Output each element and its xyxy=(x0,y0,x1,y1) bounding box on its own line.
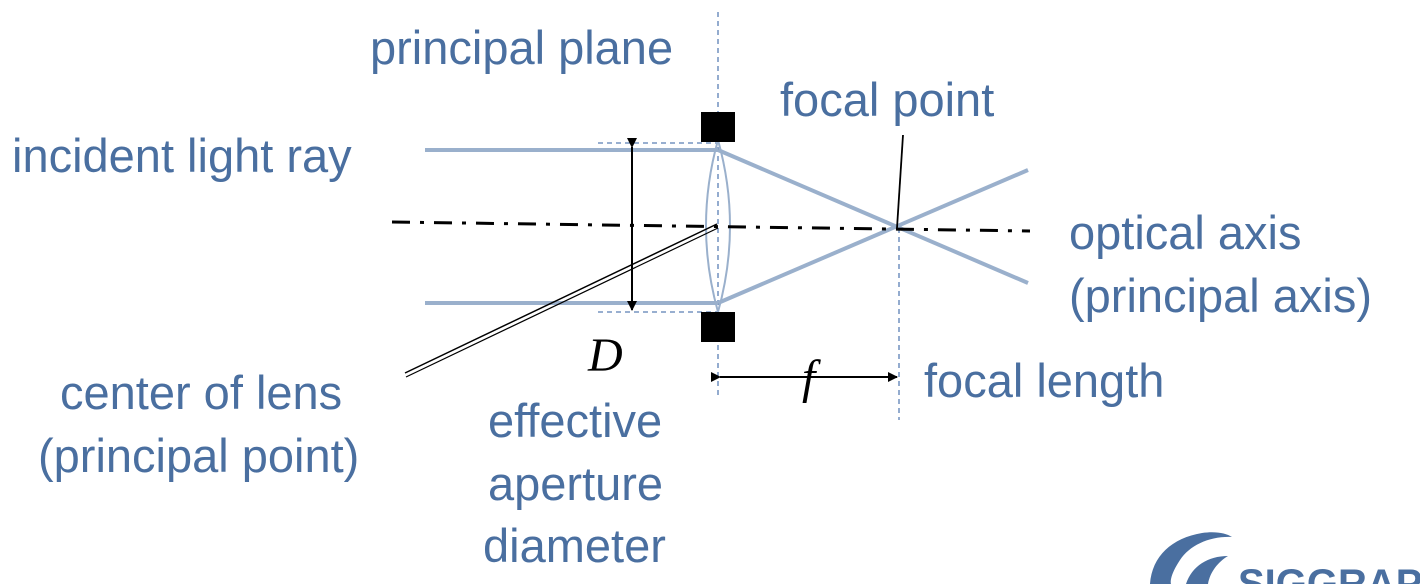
principal-plane-label: principal plane xyxy=(370,21,673,74)
center-of-lens-label: center of lens xyxy=(60,366,342,419)
aperture-symbol: D xyxy=(587,329,623,382)
aperture-stop-top xyxy=(701,112,735,142)
diameter-label: diameter xyxy=(483,519,666,572)
incident-light-ray-label: incident light ray xyxy=(12,129,352,182)
refracted-ray-bottom xyxy=(717,168,1029,305)
center-of-lens-leader-inner xyxy=(405,227,719,378)
siggraph-logo-text: SIGGRAPH xyxy=(1238,562,1420,584)
focal-point-label: focal point xyxy=(780,73,994,126)
aperture-label: aperture xyxy=(488,457,663,510)
focal-point-leader xyxy=(896,134,904,229)
optical-axis-label: optical axis xyxy=(1069,206,1302,259)
siggraph-logo: SIGGRAPH xyxy=(1150,532,1420,584)
refracted-ray-top xyxy=(717,148,1029,285)
siggraph-swirl-inner-icon xyxy=(1186,556,1228,584)
effective-label: effective xyxy=(488,394,662,447)
focal-length-label: focal length xyxy=(924,354,1164,407)
center-of-lens-leader xyxy=(404,223,718,374)
principal-point-label: (principal point) xyxy=(38,429,359,482)
aperture-stop-bottom xyxy=(701,312,735,342)
principal-axis-label: (principal axis) xyxy=(1069,269,1372,322)
siggraph-swirl-icon xyxy=(1150,532,1232,584)
